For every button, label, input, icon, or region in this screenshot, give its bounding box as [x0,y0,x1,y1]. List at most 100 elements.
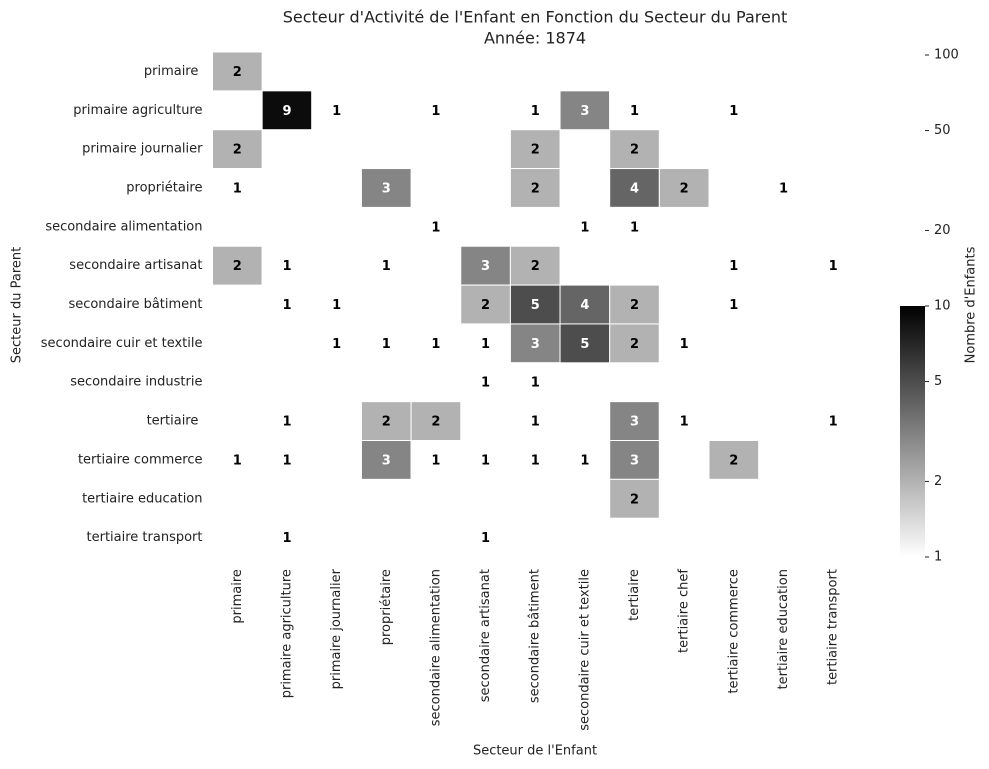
y-axis-label: Secteur du Parent [10,247,25,363]
cell-label: 1 [729,104,738,119]
cell-label: 1 [382,259,391,274]
y-tick-label: secondaire industrie [70,375,202,390]
heatmap-cell [360,245,412,286]
chart-title: Secteur d'Activité de l'Enfant en Foncti… [283,8,788,27]
colorbar [900,306,925,557]
heatmap-cell [807,245,859,286]
heatmap-cell [758,168,809,208]
cell-label: 3 [382,181,391,196]
cell-label: 2 [431,415,440,430]
cell-label: 2 [531,259,540,274]
heatmap-cell [509,440,561,480]
x-tick-label: secondaire artisanat [478,569,493,702]
heatmap-cell [509,401,561,441]
cell-label: 1 [282,298,291,313]
cell-label: 9 [282,104,291,119]
heatmap-cell [658,401,710,441]
colorbar-label: Nombre d'Enfants [964,246,979,363]
cell-label: 3 [481,259,490,274]
x-tick-label: tertiaire chef [677,569,692,653]
heatmap-cell [261,401,313,441]
cell-label: 2 [531,143,540,158]
cell-label: 1 [481,337,490,352]
cell-label: 2 [233,259,242,274]
cell-label: 1 [282,259,291,274]
cell-label: 1 [630,220,639,235]
heatmap-cell [509,168,561,208]
cell-label: 2 [233,65,242,80]
heatmap-cell [261,284,313,325]
y-tick-label: tertiaire education [82,491,202,506]
colorbar-tick-label: 20 [934,223,951,238]
cell-label: 2 [630,337,639,352]
heatmap-cell [460,517,511,558]
heatmap-cell [311,90,362,131]
heatmap-cell [609,478,660,519]
heatmap-cell [807,401,859,441]
cell-label: 2 [382,415,391,430]
cell-label: 2 [531,181,540,196]
cell-label: 1 [729,298,738,313]
x-tick-label: primaire agriculture [279,569,294,698]
cell-label: 1 [233,453,242,468]
heatmap-cell [609,401,660,441]
heatmap-cell [212,51,263,92]
y-tick-label: secondaire alimentation [45,219,202,234]
cell-label: 1 [282,531,291,546]
x-tick-label: primaire [230,569,245,624]
cell-label: 1 [829,259,838,274]
cell-label: 1 [282,415,291,430]
cell-label: 1 [431,453,440,468]
cell-label: 4 [630,181,639,196]
cell-label: 1 [233,181,242,196]
cell-label: 1 [729,259,738,274]
heatmap-cell [460,362,511,403]
heatmap-cell [658,323,710,364]
heatmap-cell [509,323,561,364]
cell-label: 3 [531,337,540,352]
cell-label: 1 [630,104,639,119]
heatmap-cell [360,440,412,480]
x-tick-label: tertiaire transport [826,569,841,685]
y-tick-label: tertiaire transport [87,530,203,545]
cell-label: 1 [531,104,540,119]
x-tick-label: propriétaire [379,569,394,645]
cell-label: 1 [481,453,490,468]
cell-label: 2 [630,143,639,158]
cell-label: 1 [680,415,689,430]
y-tick-label: secondaire artisanat [69,258,202,273]
y-tick-label: primaire agriculture [73,103,202,118]
colorbar-tick-label: 50 [934,123,951,138]
cell-label: 1 [680,337,689,352]
cell-label: 2 [729,453,738,468]
heatmap-cell [559,323,611,364]
colorbar-tick-label: 5 [934,374,942,389]
cell-label: 2 [680,181,689,196]
heatmap-cell [212,168,263,208]
heatmap-cell [261,245,313,286]
heatmap-cell [261,90,313,131]
y-tick-label: secondaire cuir et textile [41,336,203,351]
cell-label: 1 [531,415,540,430]
heatmap-cell [360,401,412,441]
heatmap-cell [509,362,561,403]
cell-label: 1 [779,181,788,196]
cell-label: 1 [332,104,341,119]
heatmap-cell [261,440,313,480]
heatmap-cell [509,129,561,170]
heatmap-cell [360,323,412,364]
cell-label: 1 [431,337,440,352]
colorbar-tick-label: 1 [934,550,942,565]
x-tick-label: secondaire bâtiment [528,569,543,703]
y-tick-label: secondaire bâtiment [68,297,202,312]
heatmap-cell [609,129,660,170]
cell-label: 3 [382,453,391,468]
heatmap-cell [212,245,263,286]
cell-label: 4 [580,298,589,313]
heatmap-cell [410,323,462,364]
cell-label: 5 [580,337,589,352]
cell-label: 2 [233,143,242,158]
heatmap-cell [708,245,760,286]
x-axis-label: Secteur de l'Enfant [473,744,597,759]
